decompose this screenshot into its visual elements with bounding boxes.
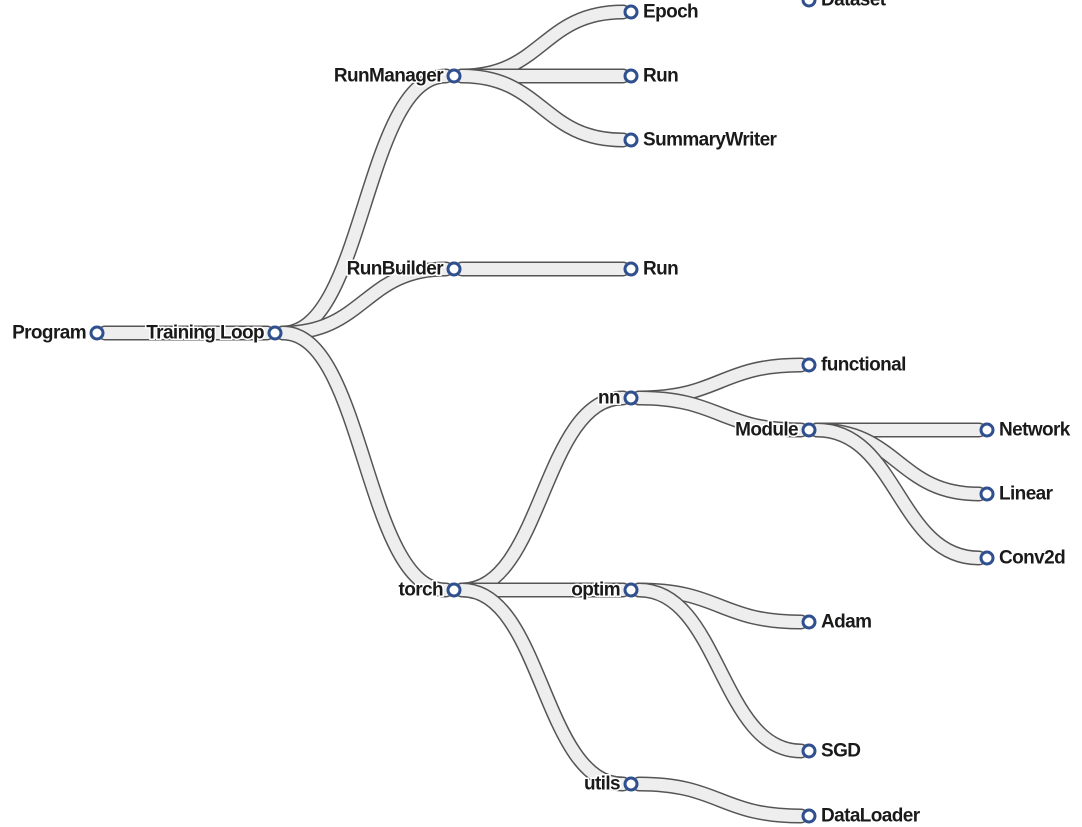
tree-node-run[interactable]: Run bbox=[623, 257, 680, 281]
node-label-run: Run bbox=[643, 66, 678, 87]
node-circle-icon[interactable] bbox=[801, 0, 817, 8]
node-label-torch: torch bbox=[398, 580, 443, 601]
tree-node-torch[interactable]: torch bbox=[397, 578, 462, 602]
link-nn-to-module bbox=[633, 392, 807, 436]
tree-node-dataset[interactable]: Dataset bbox=[801, 0, 889, 12]
node-label-run: Run bbox=[643, 259, 678, 280]
link-runmanager-to-summarywriter bbox=[456, 70, 629, 146]
tree-node-linear[interactable]: Linear bbox=[979, 482, 1056, 506]
tree-node-conv2d[interactable]: Conv2d bbox=[979, 546, 1067, 570]
tree-node-dataloader[interactable]: DataLoader bbox=[801, 804, 923, 827]
tree-node-runmanager[interactable]: RunManager bbox=[332, 64, 462, 88]
tree-node-network[interactable]: Network bbox=[979, 418, 1073, 442]
tree-node-adam[interactable]: Adam bbox=[801, 610, 873, 634]
node-label-program: Program bbox=[12, 323, 86, 344]
node-center-dot bbox=[272, 330, 278, 336]
link-torch-to-utils bbox=[456, 584, 629, 790]
link-optim-to-sgd bbox=[633, 584, 807, 757]
node-label-adam: Adam bbox=[821, 612, 871, 633]
node-label-runmanager: RunManager bbox=[334, 66, 444, 87]
node-label-dataloader: DataLoader bbox=[821, 806, 921, 827]
tree-node-functional[interactable]: functional bbox=[801, 353, 908, 377]
tree-node-optim[interactable]: optim bbox=[570, 578, 639, 602]
node-label-nn: nn bbox=[598, 388, 620, 409]
node-center-dot bbox=[806, 0, 812, 3]
node-center-dot bbox=[628, 395, 634, 401]
link-torch-to-nn bbox=[456, 392, 629, 596]
node-center-dot bbox=[984, 555, 990, 561]
tree-node-nn[interactable]: nn bbox=[596, 386, 639, 410]
node-center-dot bbox=[806, 813, 812, 819]
node-label-utils: utils bbox=[584, 774, 620, 795]
node-center-dot bbox=[628, 587, 634, 593]
node-label-dataset: Dataset bbox=[821, 0, 887, 11]
node-label-epoch: Epoch bbox=[643, 2, 698, 23]
node-center-dot bbox=[806, 619, 812, 625]
node-label-conv2d: Conv2d bbox=[999, 548, 1065, 569]
node-center-dot bbox=[806, 362, 812, 368]
node-center-dot bbox=[984, 427, 990, 433]
node-label-module: Module bbox=[735, 420, 798, 441]
node-center-dot bbox=[984, 491, 990, 497]
node-center-dot bbox=[628, 266, 634, 272]
tree-node-sgd[interactable]: SGD bbox=[801, 739, 862, 763]
tree-node-epoch[interactable]: Epoch bbox=[623, 0, 700, 24]
link-module-to-conv2d bbox=[811, 424, 985, 564]
tree-node-module[interactable]: Module bbox=[734, 418, 817, 442]
link-training-loop-to-runmanager bbox=[277, 70, 452, 339]
tree-node-program[interactable]: Program bbox=[11, 321, 105, 345]
node-center-dot bbox=[628, 137, 634, 143]
node-center-dot bbox=[628, 781, 634, 787]
tree-node-utils[interactable]: utils bbox=[582, 772, 639, 796]
node-label-network: Network bbox=[999, 420, 1071, 441]
node-center-dot bbox=[451, 587, 457, 593]
tree-node-training-loop[interactable]: Training Loop bbox=[145, 321, 283, 345]
link-utils-to-dataloader bbox=[633, 778, 807, 822]
node-label-sgd: SGD bbox=[821, 741, 860, 762]
node-center-dot bbox=[451, 73, 457, 79]
link-training-loop-to-torch bbox=[277, 327, 452, 596]
node-label-summarywriter: SummaryWriter bbox=[643, 130, 778, 151]
node-center-dot bbox=[806, 748, 812, 754]
link-training-loop-to-runbuilder bbox=[277, 263, 452, 339]
node-center-dot bbox=[628, 9, 634, 15]
nodes-layer: Program Training Loop RunManager Epoch Run Su… bbox=[11, 0, 1073, 827]
node-label-runbuilder: RunBuilder bbox=[347, 259, 445, 280]
tree-node-run[interactable]: Run bbox=[623, 64, 680, 88]
node-label-training-loop: Training Loop bbox=[146, 323, 264, 344]
node-label-functional: functional bbox=[821, 355, 906, 376]
node-center-dot bbox=[806, 427, 812, 433]
node-label-linear: Linear bbox=[999, 484, 1054, 505]
node-label-optim: optim bbox=[571, 580, 620, 601]
tree-node-runbuilder[interactable]: RunBuilder bbox=[345, 257, 462, 281]
node-center-dot bbox=[628, 73, 634, 79]
node-center-dot bbox=[94, 330, 100, 336]
tree-node-summarywriter[interactable]: SummaryWriter bbox=[623, 128, 780, 152]
node-center-dot bbox=[451, 266, 457, 272]
links-layer bbox=[97, 4, 987, 824]
